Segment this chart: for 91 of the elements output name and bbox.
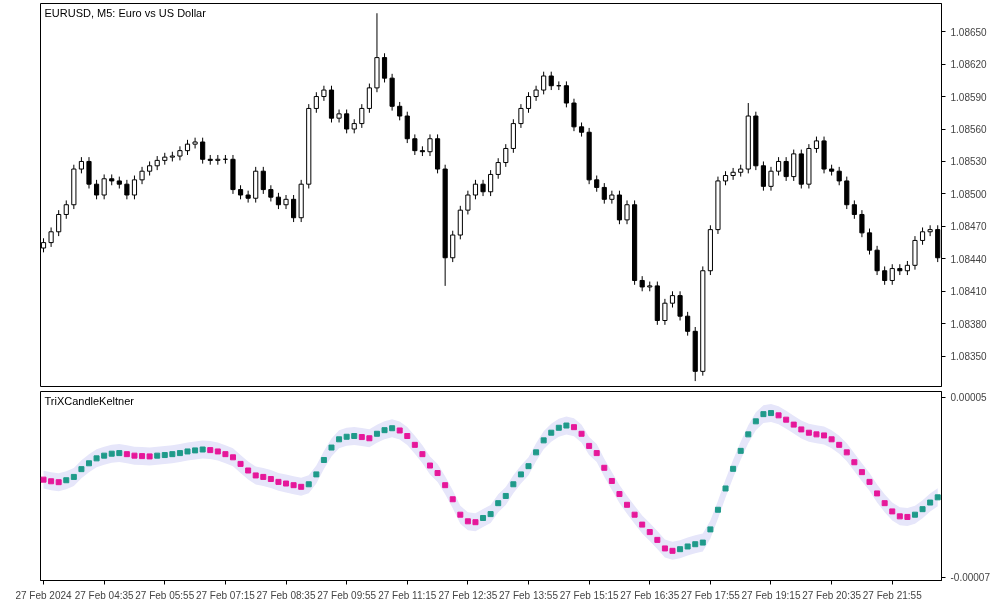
candlestick xyxy=(450,230,456,263)
x-tick-label: 27 Feb 20:35 xyxy=(802,589,862,601)
candlestick xyxy=(48,226,54,248)
candlestick xyxy=(177,145,183,161)
candlestick xyxy=(768,166,774,192)
candlestick xyxy=(472,179,479,200)
x-tick-label: 27 Feb 08:35 xyxy=(256,589,316,601)
candlestick xyxy=(313,91,319,114)
x-tick-label: 27 Feb 09:55 xyxy=(317,589,377,601)
candlestick xyxy=(889,263,895,286)
x-tick-label: 27 Feb 16:35 xyxy=(620,589,680,601)
candlestick xyxy=(366,83,372,114)
candlestick xyxy=(533,85,539,102)
candlestick xyxy=(131,175,138,200)
x-tick-label: 27 Feb 07:15 xyxy=(195,589,256,601)
candlestick xyxy=(541,71,547,95)
x-tick-label: 27 Feb 21:55 xyxy=(862,589,923,601)
candlestick xyxy=(685,311,691,337)
candlestick xyxy=(336,109,342,124)
candlestick xyxy=(518,103,524,129)
x-tick-label: 27 Feb 19:15 xyxy=(741,589,801,601)
x-tick-label: 27 Feb 17:55 xyxy=(680,589,741,601)
chart-title: EURUSD, M5: Euro vs US Dollar xyxy=(44,6,207,19)
candlestick xyxy=(730,167,736,181)
candlestick xyxy=(874,245,880,276)
candlestick xyxy=(93,179,100,200)
candlestick xyxy=(397,101,403,121)
y-tick-label: 1.08410 xyxy=(950,286,988,298)
candlestick xyxy=(495,157,501,180)
candlestick xyxy=(791,149,797,182)
chart-title: TriXCandleKeltner xyxy=(44,394,135,407)
candlestick xyxy=(525,91,532,114)
candlestick xyxy=(571,98,577,132)
x-tick-label: 27 Feb 11:15 xyxy=(378,589,437,601)
y-tick-label: 1.08530 xyxy=(950,156,988,168)
candlestick xyxy=(548,71,554,91)
candlestick xyxy=(245,190,251,204)
candlestick xyxy=(291,194,297,223)
candlestick xyxy=(480,179,486,197)
y-tick-label: 1.08470 xyxy=(950,221,988,233)
candlestick xyxy=(465,190,471,215)
x-tick-label: 27 Feb 2024 xyxy=(15,589,73,601)
candlestick xyxy=(124,179,130,200)
candlestick xyxy=(63,199,69,220)
candlestick xyxy=(192,137,198,149)
y-tick-label: 1.08620 xyxy=(950,59,988,71)
x-tick-label: 27 Feb 15:15 xyxy=(559,589,620,601)
candlestick xyxy=(344,109,350,134)
candlestick xyxy=(859,209,865,238)
candlestick xyxy=(836,166,842,186)
candlestick xyxy=(359,103,365,129)
candlestick xyxy=(56,209,62,237)
candlestick xyxy=(86,156,92,190)
candlestick xyxy=(412,133,418,156)
candlestick xyxy=(775,156,782,177)
candlestick xyxy=(609,190,615,205)
candlestick xyxy=(381,52,388,83)
candlestick xyxy=(404,111,410,144)
candlestick xyxy=(760,160,767,192)
candlestick xyxy=(662,298,668,326)
x-tick-label: 27 Feb 12:35 xyxy=(438,589,498,601)
y-tick-label: 1.08440 xyxy=(950,253,988,265)
candlestick xyxy=(563,80,569,108)
candlestick xyxy=(427,133,433,157)
y-tick-label: -0.00007 xyxy=(950,572,991,584)
y-tick-label: 1.08500 xyxy=(950,188,988,200)
candlestick xyxy=(927,224,933,237)
candlestick xyxy=(851,199,857,220)
y-tick-label: 1.08650 xyxy=(950,26,988,38)
candlestick xyxy=(488,169,494,197)
y-tick-label: 1.08350 xyxy=(950,351,988,363)
x-tick-label: 27 Feb 05:55 xyxy=(135,589,195,601)
candlestick xyxy=(866,228,873,256)
y-tick-label: 1.08560 xyxy=(950,124,988,135)
candlestick xyxy=(624,199,630,225)
candlestick xyxy=(101,173,107,200)
y-tick-label: 1.08380 xyxy=(950,318,988,330)
y-tick-label: 1.08590 xyxy=(950,91,988,103)
x-tick-label: 27 Feb 04:35 xyxy=(74,589,135,601)
candlestick xyxy=(844,176,850,210)
candlestick xyxy=(677,290,683,321)
candlestick xyxy=(321,85,327,102)
candlestick xyxy=(200,137,206,165)
candlestick xyxy=(783,156,789,182)
x-tick-label: 27 Feb 13:55 xyxy=(499,589,559,601)
candlestick xyxy=(260,166,266,195)
candlestick xyxy=(283,194,289,210)
candlestick xyxy=(503,143,509,168)
candlestick xyxy=(882,265,888,286)
y-tick-label: 0.00005 xyxy=(950,392,988,404)
candlestick xyxy=(601,182,607,205)
